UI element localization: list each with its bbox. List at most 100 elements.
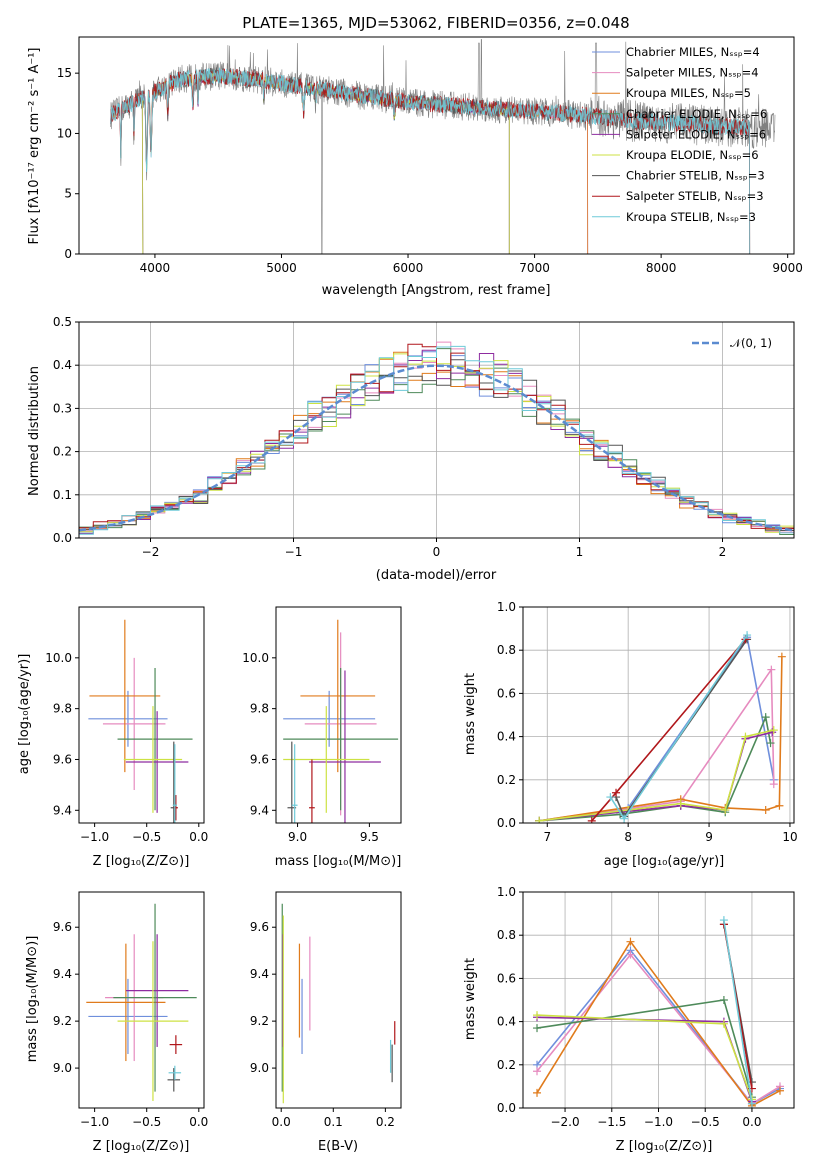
mass-ebv-xtick-label-2: 0.2 bbox=[376, 1115, 395, 1129]
mw-z-xtick-label-2: −1.0 bbox=[644, 1115, 673, 1129]
mass-weight-z-panel: −2.0 −1.5 −1.0 −0.5 0.0 0.0 0.2 0.4 0.6 0.8 1.0 bbox=[497, 885, 795, 1129]
mw-age-marker-kroupa_elodie-3 bbox=[721, 806, 730, 815]
mass-z-plot-area bbox=[86, 903, 197, 1101]
mw-z-marker-kroupa_stelib-0 bbox=[719, 916, 728, 925]
residuals-ytick-label-1: 0.1 bbox=[53, 488, 72, 502]
mass-ebv-xtick-label-1: 0.1 bbox=[324, 1115, 343, 1129]
age-z-plot-area bbox=[88, 619, 193, 823]
age-z-frame bbox=[78, 606, 205, 824]
spectrum-legend-label-salpeter_elodie: Salpeter ELODIE, Nₛₛₚ=6 bbox=[626, 127, 766, 141]
mw-z-plot-area bbox=[533, 916, 784, 1108]
spectrum-legend-label-kroupa_miles: Kroupa MILES, Nₛₛₚ=5 bbox=[626, 86, 751, 100]
mw-z-ytick-label-4: 0.8 bbox=[497, 928, 516, 942]
age-mass-xtick-label-1: 9.5 bbox=[360, 830, 379, 844]
spectrum-xtick-label-5: 9000 bbox=[772, 261, 803, 275]
residuals-xtick-label-2: 0 bbox=[433, 545, 441, 559]
age-z-panel: −1.0 −0.5 0.0 9.4 9.6 9.8 10.0 bbox=[45, 606, 208, 844]
model-spectrum-kroupa_stelib bbox=[110, 67, 751, 254]
mw-age-marker-chabrier_elodie-5 bbox=[766, 739, 775, 748]
residuals-xtick-label-4: 2 bbox=[719, 545, 727, 559]
mass-z-ytick-label-3: 9.6 bbox=[53, 920, 72, 934]
mw-age-frame bbox=[522, 606, 795, 824]
mass-ebv-panel: 0.0 0.1 0.2 9.0 9.2 9.4 9.6 bbox=[250, 891, 402, 1129]
mw-age-marker-kroupa_stelib-0 bbox=[606, 793, 615, 802]
mass-ebv-ytick-label-1: 9.2 bbox=[250, 1014, 269, 1028]
residuals-xtick-label-0: −2 bbox=[142, 545, 160, 559]
mw-age-line-salpeter_stelib bbox=[591, 638, 747, 822]
mass-ebv-xtick-label-0: 0.0 bbox=[272, 1115, 291, 1129]
mass-z-frame bbox=[78, 891, 205, 1109]
residuals-ytick-label-4: 0.4 bbox=[53, 358, 72, 372]
mass-z-ytick-label-0: 9.0 bbox=[53, 1061, 72, 1075]
age-mass-xtick-label-0: 9.0 bbox=[288, 830, 307, 844]
spectrum-ytick-label-2: 10 bbox=[57, 126, 72, 140]
age-mass-ytick-label-1: 9.6 bbox=[250, 752, 269, 766]
mass-z-ytick-label-2: 9.4 bbox=[53, 967, 72, 981]
spectrum-xtick-label-0: 4000 bbox=[140, 261, 171, 275]
mass-z-xtick-label-2: 0.0 bbox=[189, 1115, 208, 1129]
spectrum-legend-label-chabrier_elodie: Chabrier ELODIE, Nₛₛₚ=6 bbox=[626, 107, 767, 121]
spectrum-legend-label-salpeter_miles: Salpeter MILES, Nₛₛₚ=4 bbox=[626, 66, 759, 80]
spectrum-xlabel: wavelength [Angstrom, rest frame] bbox=[322, 283, 551, 298]
mw-z-xtick-label-1: −1.5 bbox=[597, 1115, 626, 1129]
mw-z-ytick-label-5: 1.0 bbox=[497, 885, 516, 899]
age-z-xtick-label-1: −0.5 bbox=[132, 830, 161, 844]
residuals-ytick-label-3: 0.3 bbox=[53, 401, 72, 415]
mw-z-line-chabrier_elodie bbox=[536, 999, 753, 1098]
mw-age-marker-salpeter_miles-2 bbox=[767, 665, 776, 674]
mw-z-marker-kroupa_elodie-0 bbox=[533, 1011, 542, 1020]
mw-age-marker-salpeter_stelib-0 bbox=[587, 816, 596, 823]
age-mass-xlabel: mass [log₁₀(M/M⊙)] bbox=[275, 854, 402, 869]
mw-z-xtick-label-0: −2.0 bbox=[550, 1115, 579, 1129]
spectrum-legend-label-chabrier_stelib: Chabrier STELIB, Nₛₛₚ=3 bbox=[626, 169, 765, 183]
mw-z-marker-chabrier_elodie-1 bbox=[719, 996, 728, 1004]
age-mass-ytick-label-3: 10.0 bbox=[242, 651, 269, 665]
mw-age-line-salpeter_miles bbox=[539, 667, 775, 822]
mw-z-xtick-label-3: −0.5 bbox=[691, 1115, 720, 1129]
mass-ebv-plot-area bbox=[281, 903, 396, 1104]
mw-age-marker-salpeter_miles-3 bbox=[769, 780, 778, 789]
mw-age-ytick-label-4: 0.8 bbox=[497, 643, 516, 657]
mw-z-line-salpeter_miles bbox=[536, 953, 781, 1105]
mw-z-marker-salpeter_miles-0 bbox=[533, 1067, 542, 1076]
age-z-ylabel: age [log₁₀(age/yr)] bbox=[17, 654, 32, 775]
residuals-xlabel: (data-model)/error bbox=[376, 568, 497, 583]
mw-age-marker-kroupa_elodie-4 bbox=[741, 732, 750, 741]
mw-age-marker-kroupa_miles-4 bbox=[775, 801, 784, 810]
mass-weight-age-panel: 7 8 9 10 0.0 0.2 0.4 0.6 0.8 1.0 bbox=[497, 600, 798, 844]
mass-z-ylabel: mass [log₁₀(M/M⊙)] bbox=[25, 936, 40, 1063]
spectrum-panel: 4000 5000 6000 7000 8000 9000 0 5 10 15 bbox=[57, 36, 803, 275]
mw-z-ytick-label-0: 0.0 bbox=[497, 1101, 516, 1115]
spectrum-xtick-label-4: 8000 bbox=[646, 261, 677, 275]
mw-age-xtick-label-0: 7 bbox=[543, 830, 551, 844]
age-mass-ytick-label-0: 9.4 bbox=[250, 803, 269, 817]
mw-age-marker-salpeter_stelib-1 bbox=[612, 788, 621, 797]
age-z-ytick-label-2: 9.8 bbox=[53, 702, 72, 716]
mass-ebv-frame bbox=[275, 891, 402, 1109]
mw-age-xtick-label-2: 9 bbox=[705, 830, 713, 844]
mw-z-marker-kroupa_stelib-1 bbox=[747, 1099, 756, 1108]
mw-age-line-kroupa_elodie bbox=[539, 729, 774, 822]
age-z-ytick-label-3: 10.0 bbox=[45, 651, 72, 665]
mw-age-xtick-label-1: 8 bbox=[624, 830, 632, 844]
mw-age-marker-kroupa_stelib-2 bbox=[743, 631, 752, 640]
mw-z-line-chabrier_miles bbox=[536, 949, 781, 1105]
mw-z-marker-kroupa_elodie-1 bbox=[719, 1019, 728, 1028]
residuals-plot-area bbox=[79, 341, 794, 535]
spectrum-xtick-label-3: 7000 bbox=[519, 261, 550, 275]
residuals-ytick-label-2: 0.2 bbox=[53, 445, 72, 459]
mass-z-panel: −1.0 −0.5 0.0 9.0 9.2 9.4 9.6 bbox=[53, 891, 208, 1129]
residuals-ytick-label-5: 0.5 bbox=[53, 315, 72, 329]
age-z-xtick-label-2: 0.0 bbox=[189, 830, 208, 844]
mw-age-marker-chabrier_elodie-4 bbox=[761, 713, 770, 722]
residuals-legend: 𝒩(0, 1) bbox=[692, 336, 772, 350]
spectrum-ytick-label-1: 5 bbox=[64, 187, 72, 201]
mw-z-xtick-label-4: 0.0 bbox=[742, 1115, 761, 1129]
mw-z-ytick-label-3: 0.6 bbox=[497, 971, 516, 985]
residuals-frame bbox=[78, 321, 795, 539]
mw-z-marker-chabrier_elodie-0 bbox=[533, 1024, 542, 1033]
mass-ebv-ytick-label-3: 9.6 bbox=[250, 920, 269, 934]
residuals-xtick-label-1: −1 bbox=[285, 545, 303, 559]
spectrum-title: PLATE=1365, MJD=53062, FIBERID=0356, z=0… bbox=[242, 14, 629, 32]
